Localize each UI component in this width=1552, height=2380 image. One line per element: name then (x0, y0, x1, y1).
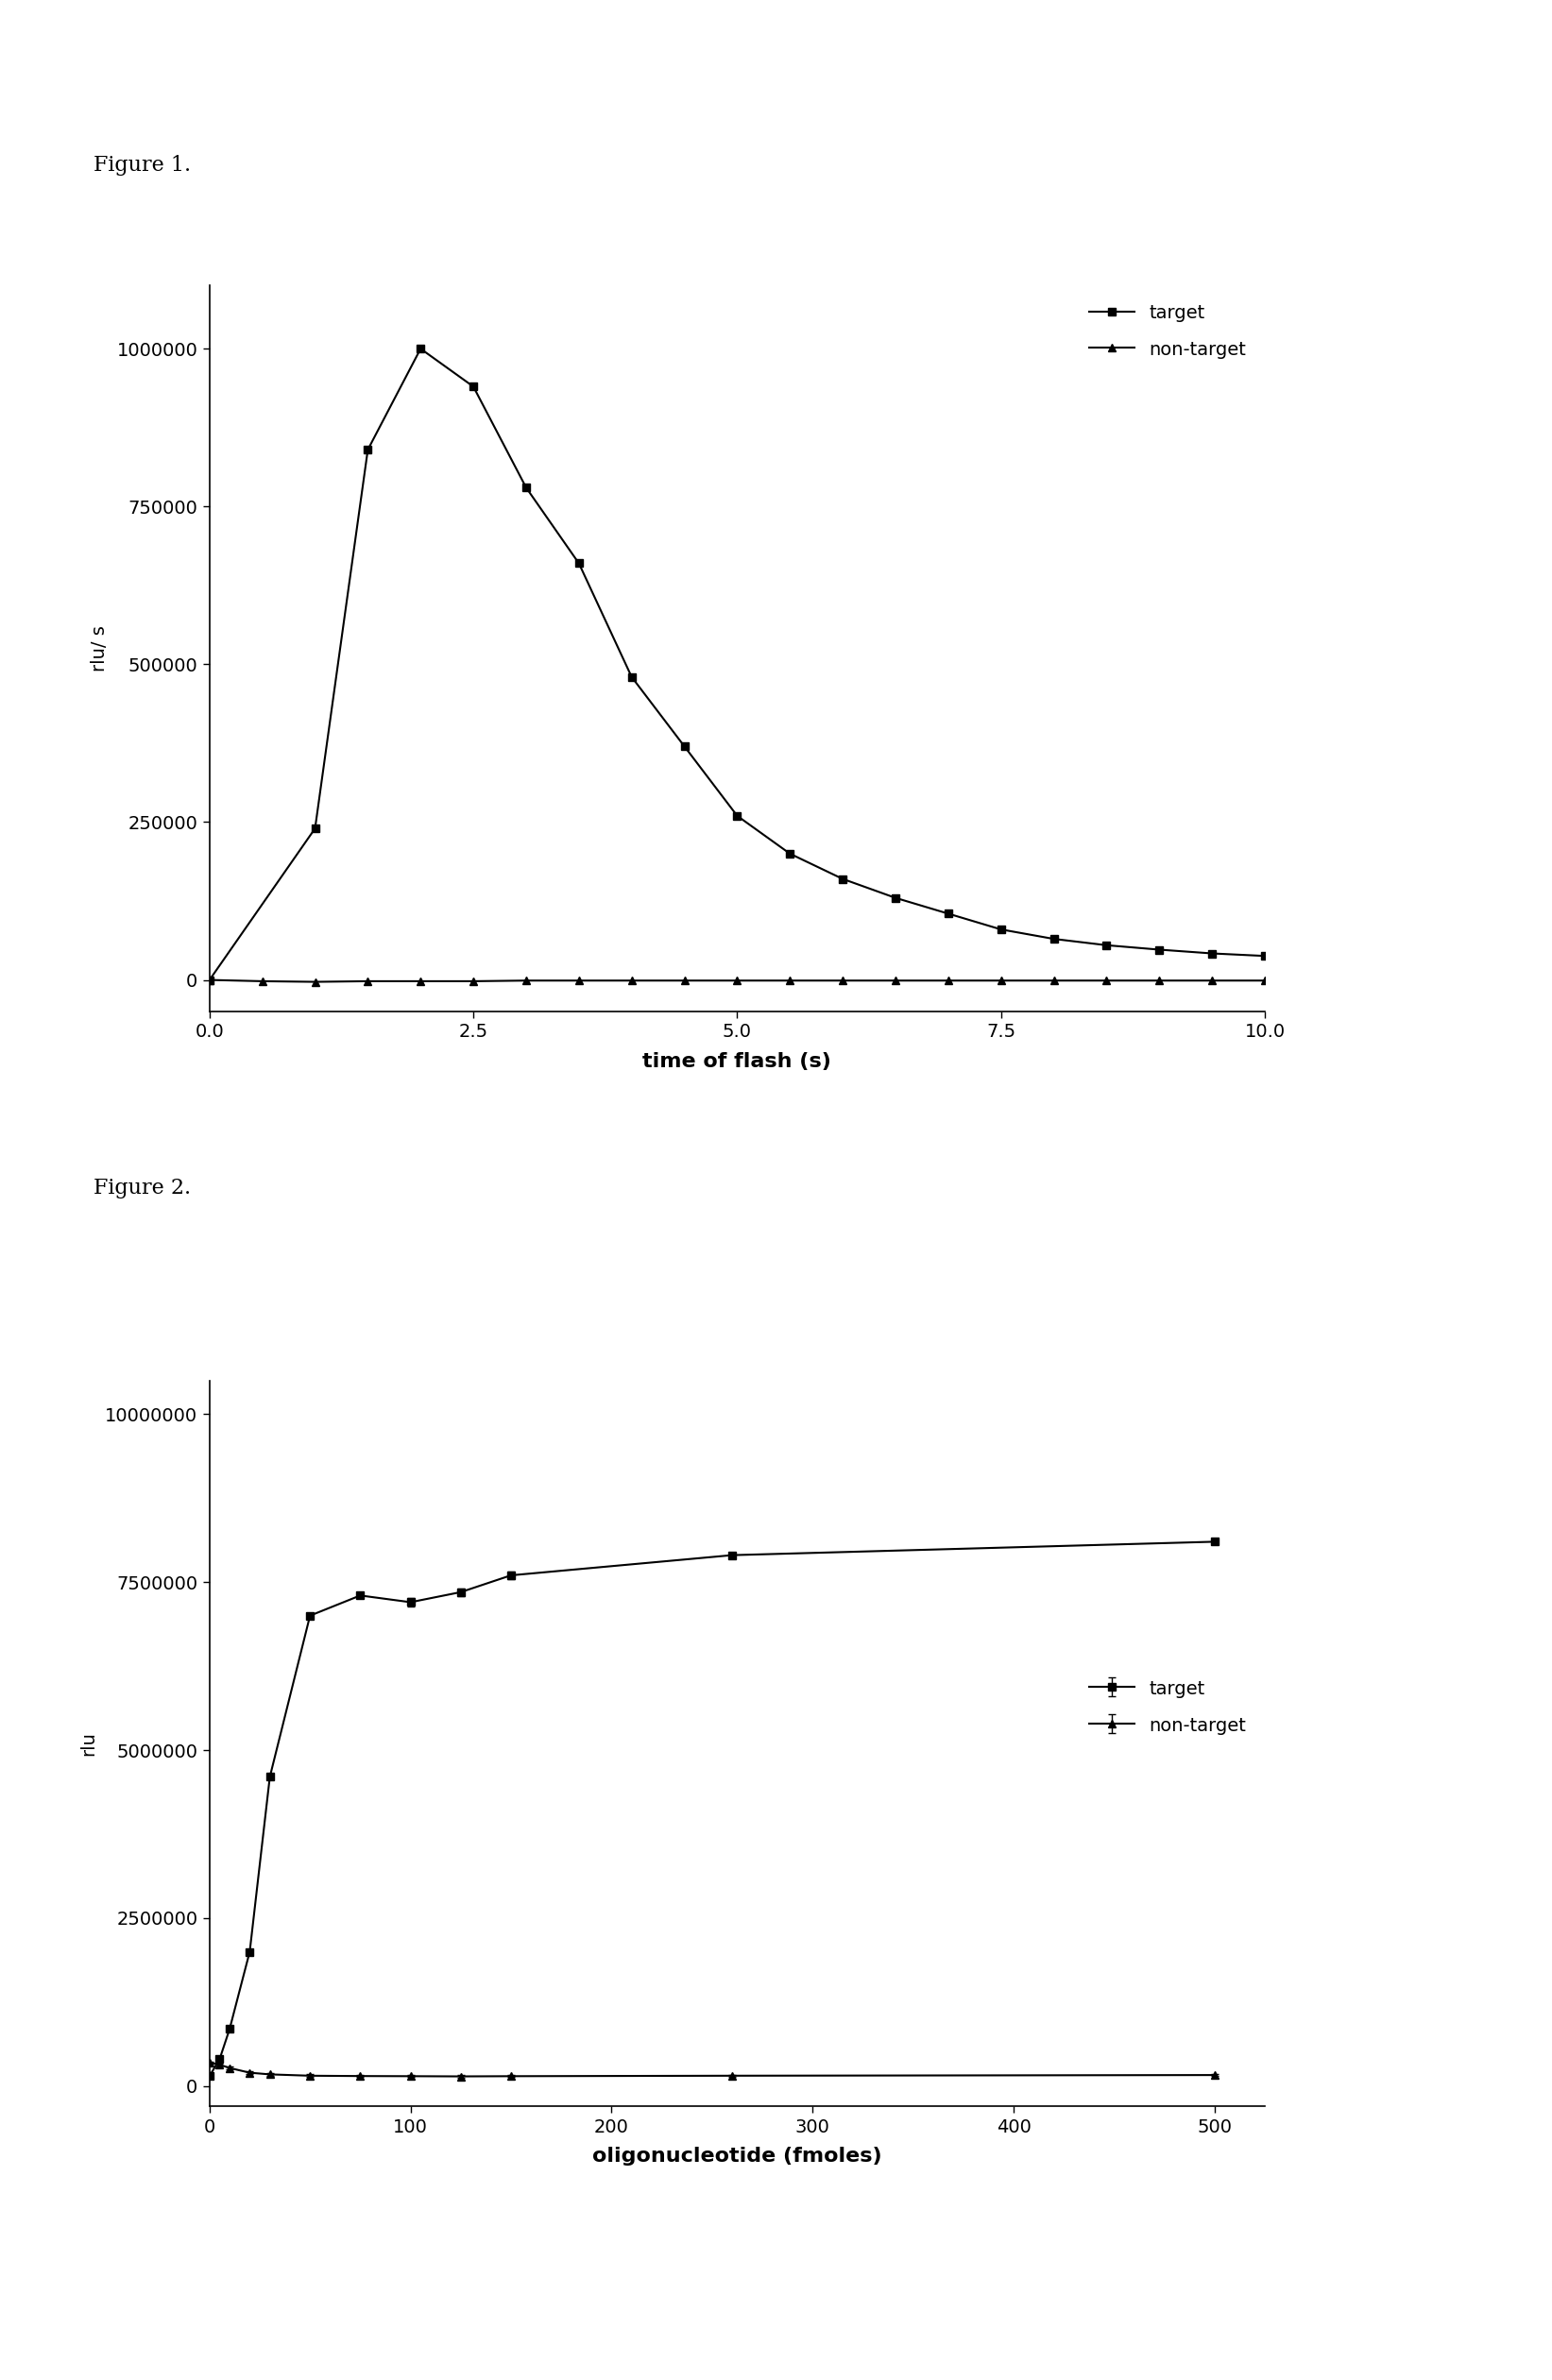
target (675, 733, 694, 762)
target (359, 436, 377, 464)
non-target (200, 966, 219, 995)
non-target (570, 966, 588, 995)
X-axis label: time of flash (s): time of flash (s) (643, 1052, 832, 1071)
target (411, 336, 430, 364)
non-target (1044, 966, 1063, 995)
non-target (253, 966, 272, 995)
target (517, 474, 535, 502)
non-target (464, 966, 483, 995)
target (570, 550, 588, 578)
target (833, 864, 852, 892)
non-target (992, 966, 1010, 995)
non-target (306, 969, 324, 997)
target (1097, 931, 1116, 959)
X-axis label: oligonucleotide (fmoles): oligonucleotide (fmoles) (593, 2147, 882, 2166)
non-target (939, 966, 958, 995)
Legend: target, non-target: target, non-target (1080, 1671, 1256, 1745)
non-target (1256, 966, 1274, 995)
target (781, 840, 799, 869)
non-target (1203, 966, 1221, 995)
target (464, 371, 483, 400)
Y-axis label: rlu/ s: rlu/ s (90, 626, 109, 671)
Line: target: target (205, 345, 1270, 983)
Y-axis label: rlu: rlu (79, 1730, 98, 1756)
Text: Figure 2.: Figure 2. (93, 1178, 191, 1200)
target (306, 814, 324, 843)
non-target (411, 966, 430, 995)
target (1044, 926, 1063, 954)
target (622, 662, 641, 690)
non-target (675, 966, 694, 995)
target (886, 883, 905, 912)
target (939, 900, 958, 928)
non-target (728, 966, 747, 995)
non-target (1097, 966, 1116, 995)
target (1256, 942, 1274, 971)
non-target (622, 966, 641, 995)
Line: non-target: non-target (205, 976, 1270, 985)
target (728, 802, 747, 831)
non-target (517, 966, 535, 995)
Legend: target, non-target: target, non-target (1080, 295, 1256, 369)
non-target (833, 966, 852, 995)
non-target (886, 966, 905, 995)
Text: Figure 1.: Figure 1. (93, 155, 191, 176)
target (1203, 940, 1221, 969)
non-target (1150, 966, 1169, 995)
target (1150, 935, 1169, 964)
target (200, 966, 219, 995)
non-target (781, 966, 799, 995)
non-target (359, 966, 377, 995)
target (992, 916, 1010, 945)
